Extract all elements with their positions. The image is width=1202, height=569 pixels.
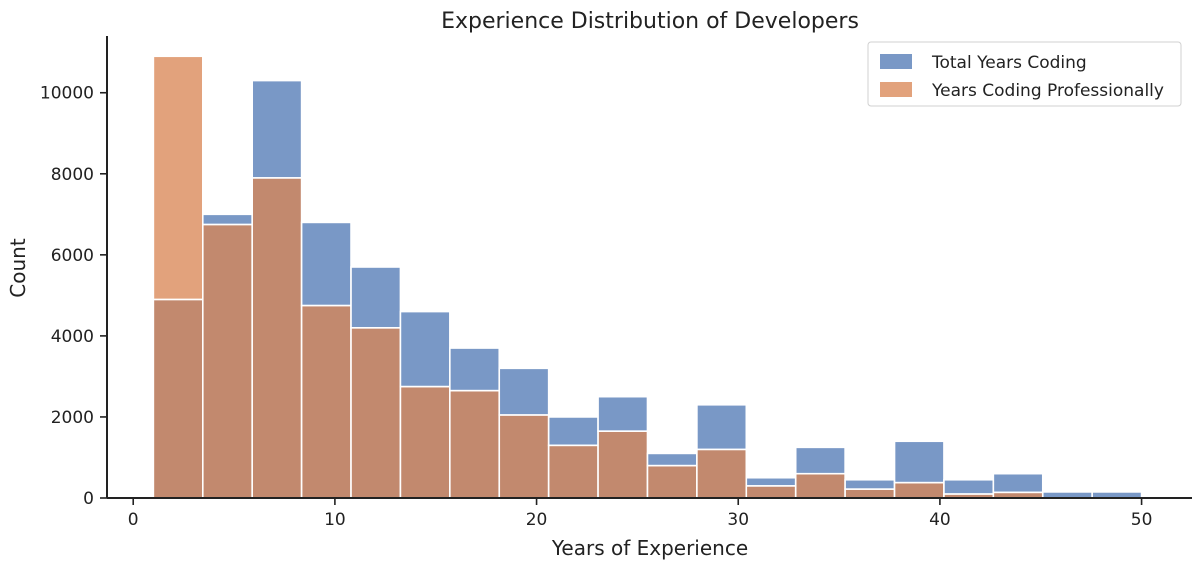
legend-label-years-coding-professionally: Years Coding Professionally [931, 81, 1164, 101]
histogram-bar-overlap [152, 298, 204, 499]
legend-swatch-years-coding-professionally [880, 82, 912, 97]
y-tick-label: 8000 [51, 165, 94, 185]
histogram-bar-total-years-coding [251, 79, 303, 179]
histogram-bar-total-years-coding [449, 347, 501, 392]
legend-label-total-years-coding: Total Years Coding [931, 53, 1087, 73]
histogram-bar-overlap [350, 326, 402, 499]
chart-title: Experience Distribution of Developers [441, 9, 859, 34]
y-axis-label: Count [6, 238, 30, 298]
histogram-bar-total-years-coding [547, 416, 599, 447]
x-tick-label: 50 [1131, 510, 1153, 530]
histogram-bar-overlap [794, 472, 846, 499]
histogram-bar-total-years-coding [745, 476, 797, 487]
histogram-bar-years-coding-professionally [152, 55, 204, 301]
histogram-bar-overlap [201, 223, 254, 499]
histogram-bar-total-years-coding [794, 446, 846, 475]
x-tick-label: 30 [727, 510, 749, 530]
y-tick-label: 6000 [51, 246, 94, 266]
y-axis-ticks: 0 2000 4000 6000 8000 10000 [40, 84, 107, 509]
histogram-bar-total-years-coding [597, 395, 649, 432]
histogram-bar-overlap [251, 177, 303, 499]
histogram-bar-total-years-coding [399, 310, 451, 388]
histogram-bar-total-years-coding [844, 478, 896, 490]
histogram-bar-total-years-coding [350, 266, 402, 329]
histogram-bar-overlap [893, 481, 945, 499]
x-axis-ticks: 0 10 20 30 40 50 [128, 498, 1153, 530]
legend-swatch-total-years-coding [880, 54, 912, 69]
histogram-bar-overlap [745, 485, 797, 499]
histogram-bar-overlap [498, 414, 550, 499]
histogram-bar-total-years-coding [498, 367, 550, 416]
axes-layer: 0 10 20 30 40 50 0 2000 4000 6000 8000 10000 [40, 36, 1192, 530]
y-tick-label: 4000 [51, 327, 94, 347]
y-tick-label: 10000 [40, 84, 94, 104]
legend-frame [867, 41, 1182, 107]
histogram-bar-overlap [449, 389, 501, 499]
histogram-bar-total-years-coding [943, 478, 995, 495]
histogram-bar-total-years-coding [300, 221, 352, 307]
bars-layer [152, 55, 1143, 499]
histogram-bar-overlap [547, 444, 599, 499]
histogram-bar-total-years-coding [646, 452, 698, 467]
histogram-bar-total-years-coding [201, 213, 254, 226]
y-tick-label: 0 [83, 489, 94, 509]
histogram-bar-total-years-coding [696, 403, 748, 451]
histogram-bar-overlap [300, 304, 352, 499]
histogram-bar-total-years-coding [992, 472, 1044, 494]
histogram-bar-overlap [646, 464, 698, 499]
y-tick-label: 2000 [51, 408, 94, 428]
x-axis-label: Years of Experience [551, 536, 748, 560]
x-tick-label: 40 [929, 510, 951, 530]
x-tick-label: 20 [526, 510, 548, 530]
x-tick-label: 0 [128, 510, 139, 530]
legend: Total Years Coding Years Coding Professi… [867, 41, 1182, 107]
histogram-bar-overlap [844, 488, 896, 499]
histogram-bar-total-years-coding [893, 440, 945, 484]
histogram-bar-overlap [597, 430, 649, 499]
histogram-bar-overlap [399, 385, 451, 499]
histogram-bar-overlap [696, 448, 748, 499]
x-tick-label: 10 [324, 510, 346, 530]
